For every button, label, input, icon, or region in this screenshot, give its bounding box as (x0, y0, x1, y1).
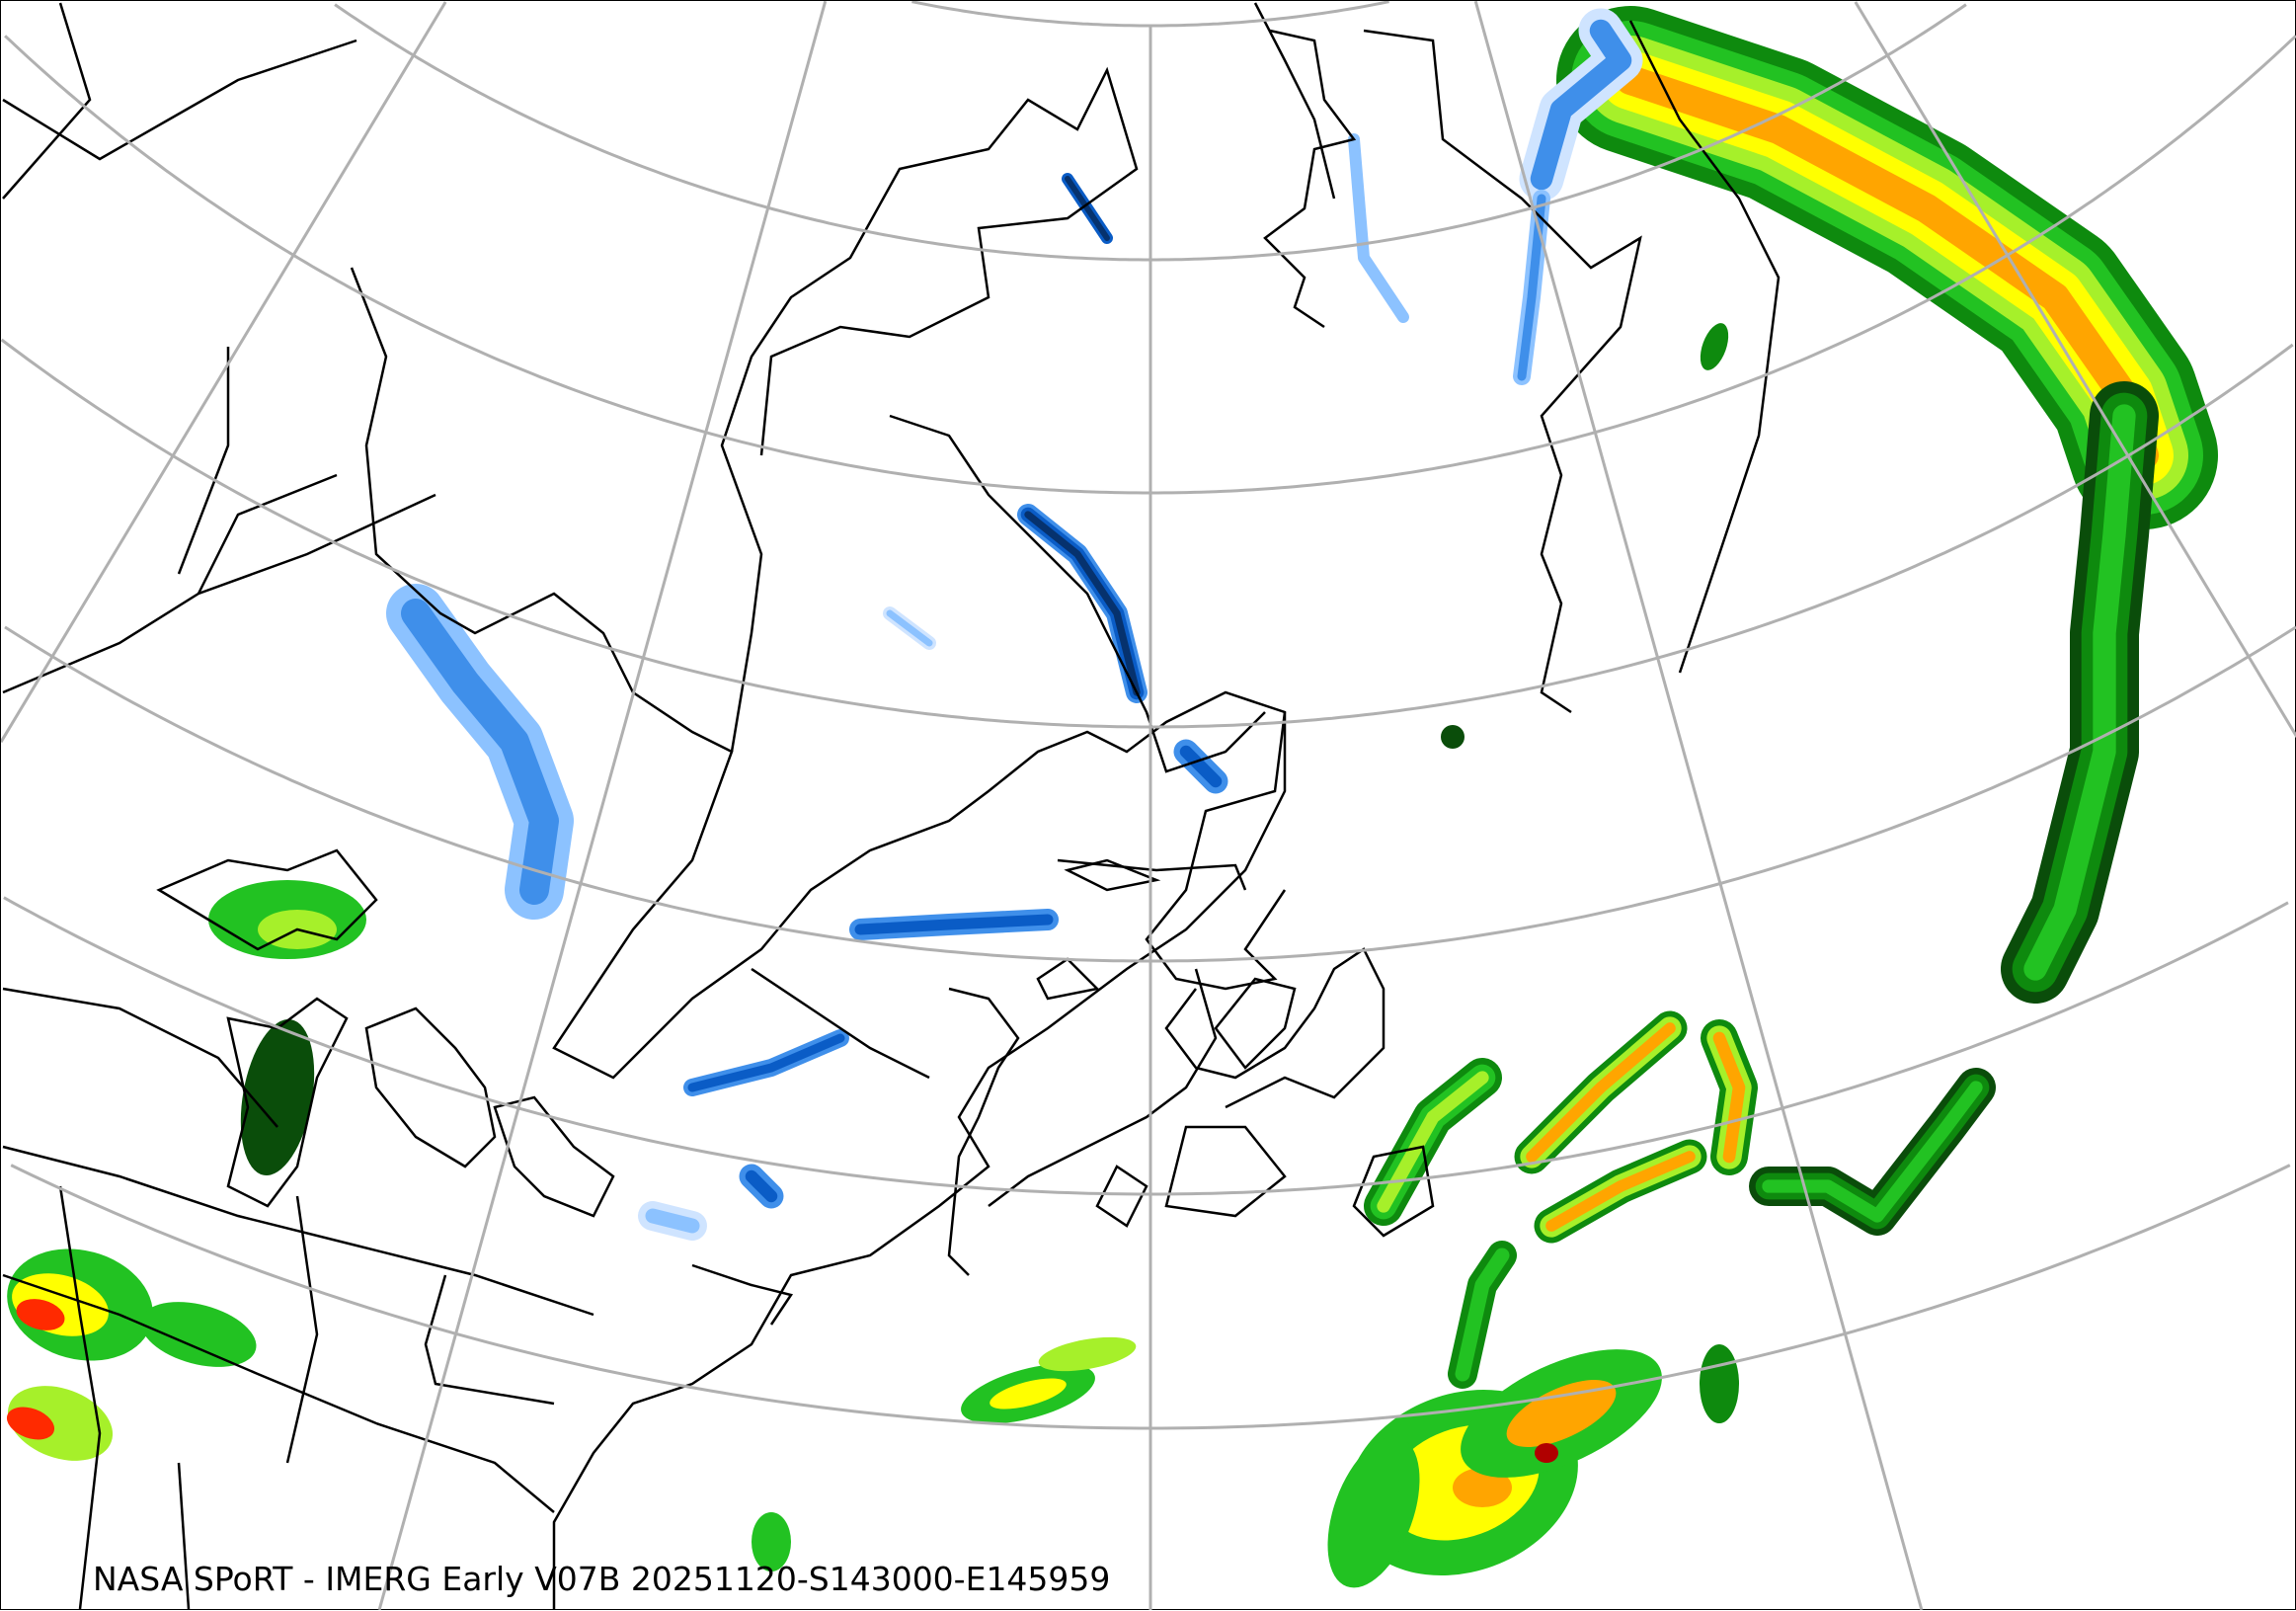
snow-band (1017, 504, 1148, 703)
snow-band (401, 599, 559, 905)
rain-area (1535, 1443, 1558, 1463)
coastline (1214, 977, 1297, 1070)
snow-band (1024, 511, 1141, 696)
rain-area (1038, 1336, 1137, 1372)
latitude-line (911, 1, 1389, 28)
rain-band (1526, 1022, 1676, 1163)
snow-band (645, 1208, 700, 1234)
coastline (889, 414, 1266, 773)
map-caption: NASA SPoRT - IMERG Early V07B 20251120-S… (93, 1560, 1111, 1598)
snow-band (1065, 176, 1110, 241)
snow-band (1530, 19, 1632, 191)
rain-area (1441, 725, 1465, 749)
coastline (1057, 858, 1247, 891)
snow-band (1348, 133, 1409, 323)
coastline (197, 473, 338, 595)
coastline (2, 1273, 555, 1513)
coastline (285, 1195, 319, 1464)
snow-band (886, 609, 933, 647)
coastline (1036, 957, 1100, 1001)
coastline (156, 848, 378, 951)
longitude-line (377, 1, 828, 1611)
rain-area (752, 1512, 791, 1571)
rain-area (1700, 323, 1729, 370)
coastline (350, 267, 1287, 1609)
rain-band (1712, 1031, 1746, 1164)
rain-area (1327, 1436, 1420, 1588)
rain-area (7, 1386, 114, 1461)
rain-band (1455, 1248, 1510, 1382)
coastline (364, 1007, 497, 1168)
longitude-line (1, 1, 447, 743)
rain-band (1545, 1151, 1696, 1232)
snow-band (1179, 745, 1223, 788)
coastline (226, 997, 349, 1208)
coastline (1164, 1125, 1287, 1218)
rain-area (990, 1378, 1067, 1410)
coastline (751, 967, 930, 1080)
coastline (1363, 29, 1642, 714)
coastline-layer (2, 2, 1781, 1610)
coastline (1352, 1145, 1435, 1238)
coastline (177, 347, 230, 575)
latitude-line (1, 338, 2294, 729)
rain-area (140, 1302, 257, 1367)
coastline (2, 1145, 594, 1317)
coastline (2, 2, 92, 200)
longitude-line (1854, 1, 2296, 738)
rain-band (1762, 1081, 1983, 1223)
coastline (1263, 29, 1357, 329)
rain-area (1506, 1379, 1617, 1448)
rain-area (240, 1018, 315, 1176)
coastline (988, 968, 1218, 1207)
rain-area (1700, 1344, 1739, 1423)
coastline (58, 1185, 102, 1610)
rain-area (6, 1407, 55, 1440)
coastline (1164, 947, 1386, 1109)
coastline (424, 1274, 555, 1406)
coastline (493, 1095, 615, 1218)
rain-area (16, 1299, 65, 1330)
coastline (1253, 2, 1336, 200)
coastline (947, 987, 1020, 1276)
coastline (2, 493, 436, 694)
coastline (2, 987, 278, 1128)
coastline (1095, 1165, 1148, 1228)
snow-band (854, 914, 1054, 935)
latitude-line (3, 896, 2289, 1196)
precipitation-layer (6, 6, 2218, 1588)
rain-band (2023, 404, 2136, 981)
snow-band (745, 1169, 778, 1203)
coastline (1145, 711, 1287, 991)
coastline (177, 1462, 191, 1610)
coastline (720, 66, 1139, 753)
snow-band (687, 1033, 845, 1092)
coastline (2, 39, 357, 161)
rain-band (1377, 1071, 1489, 1213)
rain-area (1453, 1468, 1512, 1507)
longitude-line (1473, 1, 1924, 1611)
coastline (1628, 20, 1781, 674)
coastline (691, 1263, 794, 1326)
